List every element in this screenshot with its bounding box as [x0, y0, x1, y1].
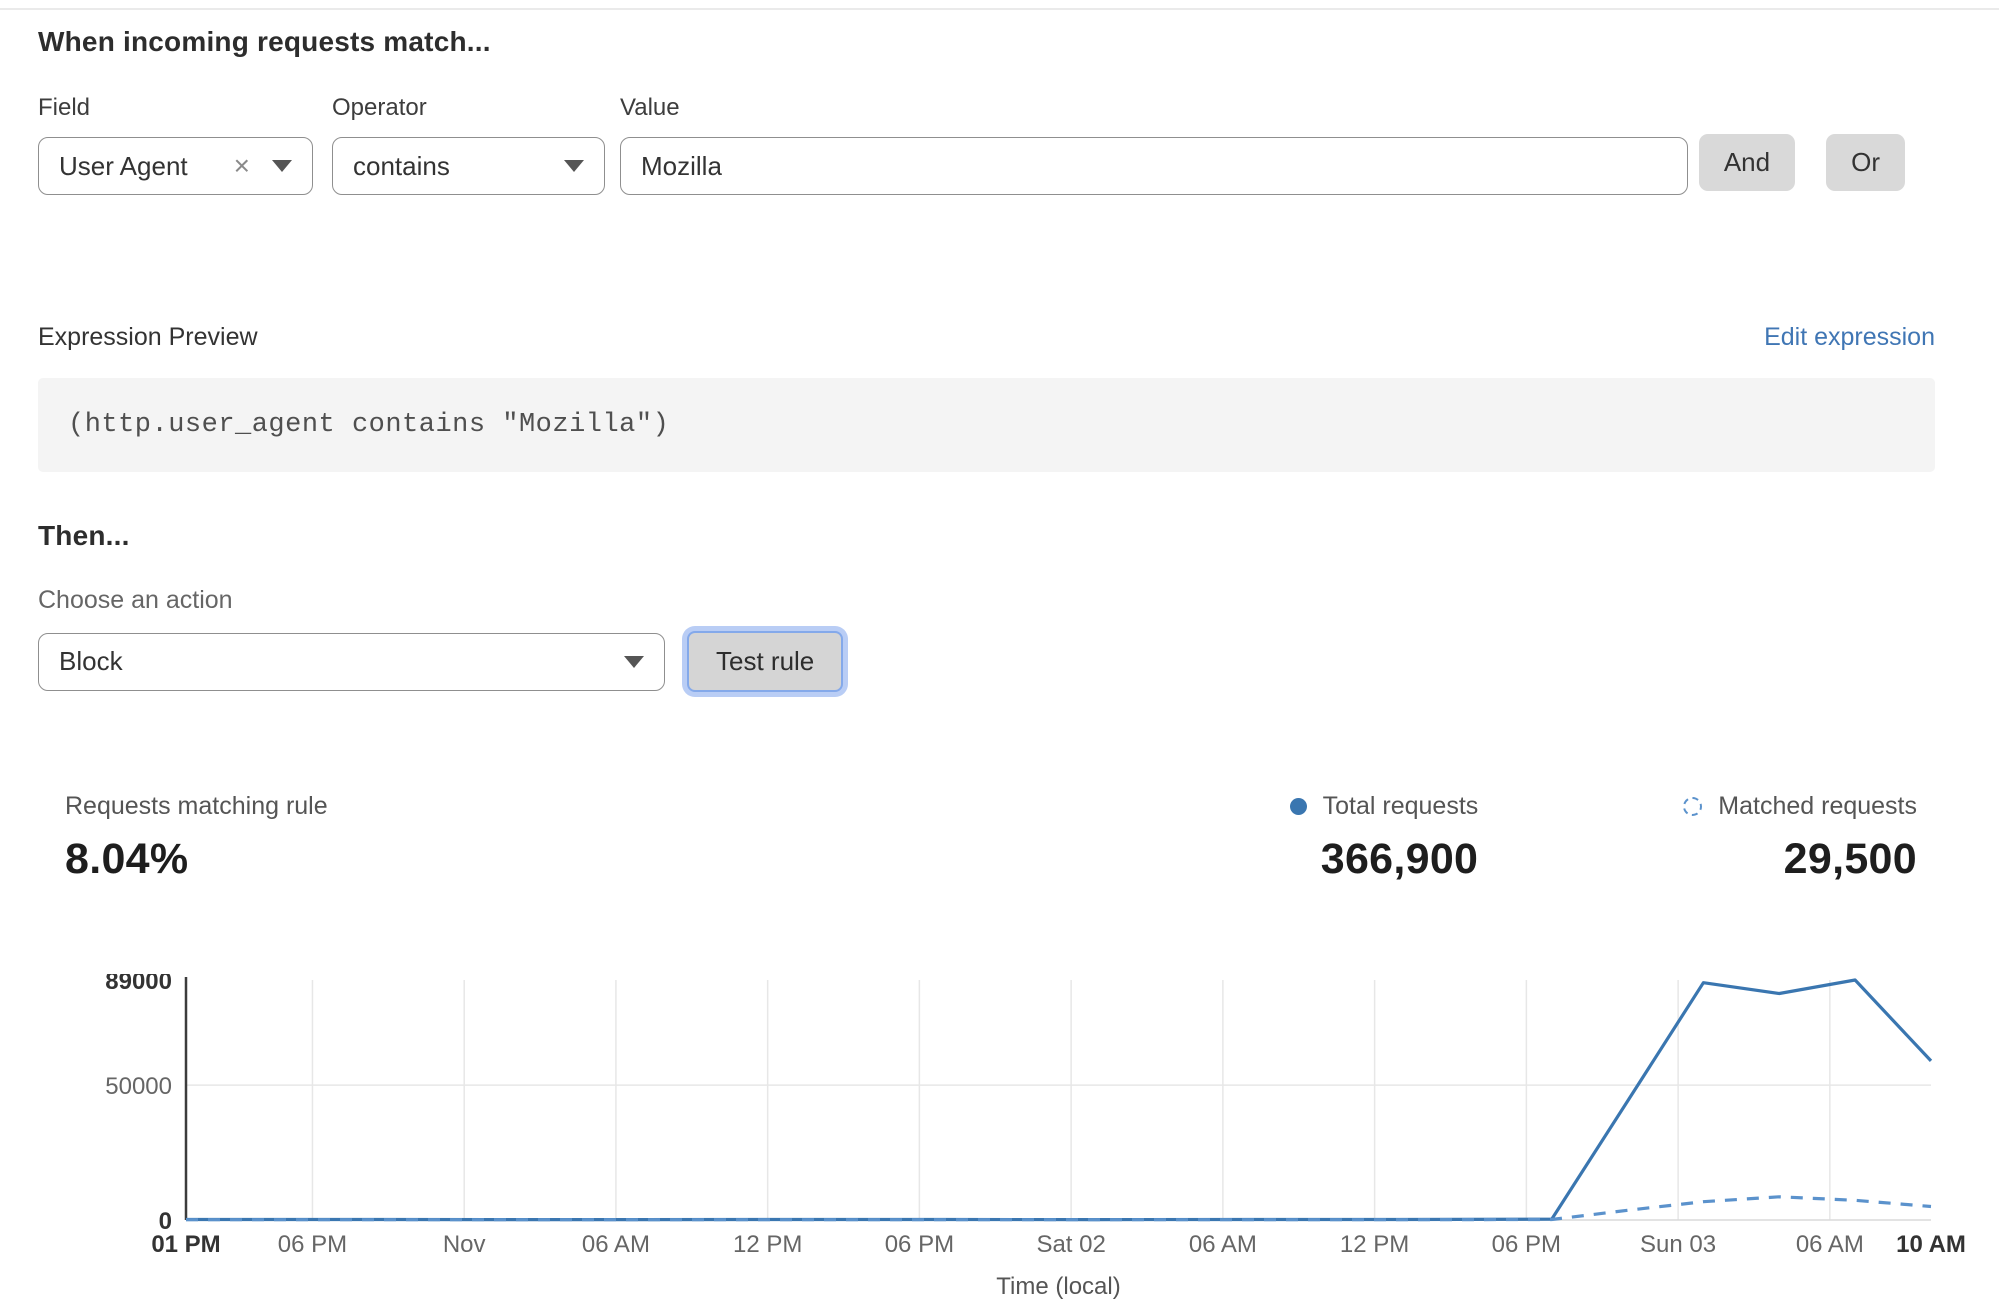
matched-requests-value: 29,500 — [1783, 835, 1917, 883]
total-requests-value: 366,900 — [1320, 835, 1479, 883]
svg-text:50000: 50000 — [105, 1073, 172, 1100]
and-or-group: And Or — [1698, 134, 1905, 191]
total-requests-dot-icon — [1289, 798, 1307, 815]
expression-code: (http.user_agent contains "Mozilla") — [68, 410, 670, 440]
matched-requests-stat: Matched requests 29,500 — [1683, 792, 1917, 884]
svg-text:12 PM: 12 PM — [733, 1231, 802, 1258]
action-row: Block Test rule — [38, 631, 1935, 692]
svg-text:06 AM: 06 AM — [1189, 1231, 1257, 1258]
svg-text:Sat 02: Sat 02 — [1036, 1231, 1105, 1258]
field-select[interactable]: User Agent × — [38, 137, 313, 195]
total-requests-stat: Total requests 366,900 — [1289, 792, 1479, 884]
field-select-value: User Agent — [59, 150, 188, 181]
choose-action-label: Choose an action — [38, 586, 233, 614]
svg-text:06 PM: 06 PM — [1492, 1231, 1561, 1258]
operator-select[interactable]: contains — [332, 137, 605, 195]
expression-code-block: (http.user_agent contains "Mozilla") — [38, 378, 1935, 472]
expression-preview-label: Expression Preview — [38, 323, 258, 351]
stats-row: Requests matching rule 8.04% Total reque… — [38, 792, 1935, 884]
match-section-heading: When incoming requests match... — [38, 26, 491, 57]
expression-preview-row: Expression Preview Edit expression — [38, 323, 1935, 352]
value-input[interactable] — [620, 137, 1688, 195]
requests-matching-value: 8.04% — [65, 835, 189, 883]
requests-matching-label: Requests matching rule — [65, 792, 328, 820]
svg-text:06 PM: 06 PM — [885, 1231, 954, 1258]
svg-text:06 PM: 06 PM — [278, 1231, 347, 1258]
page-top-divider — [0, 8, 1999, 10]
chevron-down-icon — [624, 655, 644, 668]
action-select[interactable]: Block — [38, 632, 665, 691]
svg-text:Sun 03: Sun 03 — [1640, 1231, 1716, 1258]
or-button[interactable]: Or — [1826, 134, 1905, 191]
total-requests-label: Total requests — [1322, 792, 1479, 820]
operator-select-value: contains — [353, 150, 450, 181]
field-label: Field — [38, 94, 91, 121]
rule-builder-row: Field User Agent × Operator contains Val… — [38, 94, 1905, 195]
requests-chart-svg: 01 PM 06 PM Nov 06 AM 12 PM 06 PM Sat 02 06 AM 1… — [105, 974, 1966, 1300]
test-rule-button[interactable]: Test rule — [687, 631, 844, 692]
svg-text:01 PM: 01 PM — [151, 1231, 220, 1258]
firewall-rule-editor: When incoming requests match... Field Us… — [0, 26, 1999, 1308]
svg-text:06 AM: 06 AM — [582, 1231, 650, 1258]
requests-chart: 01 PM 06 PM Nov 06 AM 12 PM 06 PM Sat 02 06 AM 1… — [68, 974, 1999, 1308]
svg-text:Nov: Nov — [443, 1231, 486, 1258]
and-button[interactable]: And — [1698, 134, 1796, 191]
svg-text:0: 0 — [159, 1208, 172, 1235]
svg-text:89000: 89000 — [105, 974, 172, 995]
matched-requests-legend: Matched requests — [1683, 792, 1917, 821]
matched-requests-dashed-circle-icon — [1683, 797, 1703, 816]
requests-matching-stat: Requests matching rule 8.04% — [65, 792, 328, 884]
value-label: Value — [620, 94, 680, 121]
svg-text:10 AM: 10 AM — [1896, 1231, 1966, 1258]
matched-requests-label: Matched requests — [1718, 792, 1917, 820]
then-section-heading: Then... — [38, 520, 130, 551]
chevron-down-icon — [564, 160, 584, 172]
legend-stats-group: Total requests 366,900 Matched requests … — [1289, 792, 1935, 884]
chevron-down-icon — [272, 160, 292, 172]
clear-field-icon[interactable]: × — [233, 150, 250, 181]
action-select-value: Block — [59, 646, 123, 676]
operator-label: Operator — [332, 94, 427, 121]
svg-text:06 AM: 06 AM — [1796, 1231, 1864, 1258]
total-requests-legend: Total requests — [1289, 792, 1479, 821]
svg-text:12 PM: 12 PM — [1340, 1231, 1409, 1258]
edit-expression-link[interactable]: Edit expression — [1764, 323, 1935, 351]
svg-text:Time (local): Time (local) — [996, 1273, 1120, 1300]
